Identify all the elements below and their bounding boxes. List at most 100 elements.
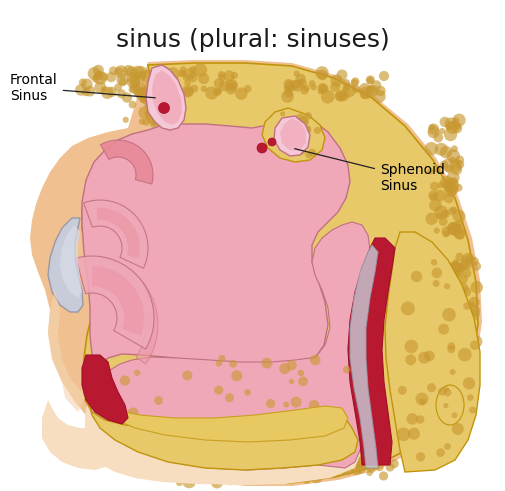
Circle shape xyxy=(265,399,275,408)
Circle shape xyxy=(405,355,415,365)
Circle shape xyxy=(457,308,469,320)
Circle shape xyxy=(438,128,444,134)
Circle shape xyxy=(348,456,360,468)
Circle shape xyxy=(144,81,155,92)
Circle shape xyxy=(471,262,480,271)
Circle shape xyxy=(335,458,342,465)
Circle shape xyxy=(230,467,240,478)
Circle shape xyxy=(309,355,320,365)
Circle shape xyxy=(294,114,305,125)
Polygon shape xyxy=(85,398,359,485)
Circle shape xyxy=(446,262,456,272)
Polygon shape xyxy=(48,218,83,312)
Circle shape xyxy=(176,479,183,486)
Circle shape xyxy=(288,85,294,92)
Circle shape xyxy=(366,470,372,476)
Polygon shape xyxy=(100,140,153,184)
Circle shape xyxy=(468,407,475,413)
Polygon shape xyxy=(48,290,85,412)
Circle shape xyxy=(440,434,451,445)
Circle shape xyxy=(308,80,315,87)
Circle shape xyxy=(454,265,461,272)
Circle shape xyxy=(75,84,86,96)
Circle shape xyxy=(149,68,160,78)
Circle shape xyxy=(456,393,463,399)
Circle shape xyxy=(302,119,308,125)
Circle shape xyxy=(449,266,463,279)
Circle shape xyxy=(312,457,321,466)
Circle shape xyxy=(453,314,464,325)
Circle shape xyxy=(452,117,458,124)
Circle shape xyxy=(441,226,451,236)
Circle shape xyxy=(457,282,468,294)
Polygon shape xyxy=(82,355,128,424)
Circle shape xyxy=(284,88,292,98)
Circle shape xyxy=(359,83,370,95)
Circle shape xyxy=(343,85,349,91)
Circle shape xyxy=(297,116,308,127)
Circle shape xyxy=(396,427,410,441)
Circle shape xyxy=(433,133,442,142)
Circle shape xyxy=(367,465,375,473)
Circle shape xyxy=(230,72,237,79)
Polygon shape xyxy=(92,266,144,336)
Circle shape xyxy=(448,223,460,235)
Circle shape xyxy=(164,81,170,87)
Circle shape xyxy=(456,341,465,350)
Circle shape xyxy=(228,81,237,90)
Circle shape xyxy=(122,117,129,123)
Circle shape xyxy=(427,414,437,425)
Circle shape xyxy=(317,70,327,80)
Circle shape xyxy=(284,81,295,91)
Circle shape xyxy=(419,398,425,405)
Circle shape xyxy=(308,408,317,417)
Circle shape xyxy=(291,80,303,92)
Circle shape xyxy=(244,389,250,396)
Circle shape xyxy=(436,213,442,219)
Circle shape xyxy=(309,470,322,483)
Circle shape xyxy=(334,90,346,102)
Circle shape xyxy=(458,432,465,439)
Circle shape xyxy=(445,185,453,193)
Circle shape xyxy=(454,386,466,398)
Circle shape xyxy=(304,112,311,120)
Circle shape xyxy=(448,294,462,308)
Circle shape xyxy=(128,86,135,93)
Circle shape xyxy=(308,149,316,157)
Circle shape xyxy=(225,393,233,402)
Circle shape xyxy=(466,394,473,401)
Circle shape xyxy=(407,428,419,440)
Circle shape xyxy=(154,85,161,93)
Polygon shape xyxy=(82,118,349,366)
Circle shape xyxy=(404,340,417,353)
Circle shape xyxy=(126,66,137,78)
Circle shape xyxy=(143,92,154,103)
Circle shape xyxy=(427,126,439,138)
Circle shape xyxy=(446,184,458,195)
Ellipse shape xyxy=(435,385,463,425)
Circle shape xyxy=(432,387,444,400)
Circle shape xyxy=(129,82,140,94)
Circle shape xyxy=(463,339,473,350)
Circle shape xyxy=(459,334,472,348)
Circle shape xyxy=(144,109,153,117)
Circle shape xyxy=(94,82,106,93)
Circle shape xyxy=(137,87,149,99)
Circle shape xyxy=(410,271,422,282)
Circle shape xyxy=(448,157,455,164)
Circle shape xyxy=(350,77,359,85)
Circle shape xyxy=(375,86,385,96)
Circle shape xyxy=(295,469,302,477)
Circle shape xyxy=(365,75,374,84)
Circle shape xyxy=(236,466,242,473)
Circle shape xyxy=(336,69,347,81)
Circle shape xyxy=(175,464,187,477)
Circle shape xyxy=(295,74,305,84)
Polygon shape xyxy=(347,238,394,465)
Circle shape xyxy=(445,121,459,134)
Circle shape xyxy=(109,66,117,75)
Circle shape xyxy=(459,305,465,311)
Circle shape xyxy=(435,422,448,436)
Circle shape xyxy=(470,257,478,265)
Circle shape xyxy=(442,403,447,409)
